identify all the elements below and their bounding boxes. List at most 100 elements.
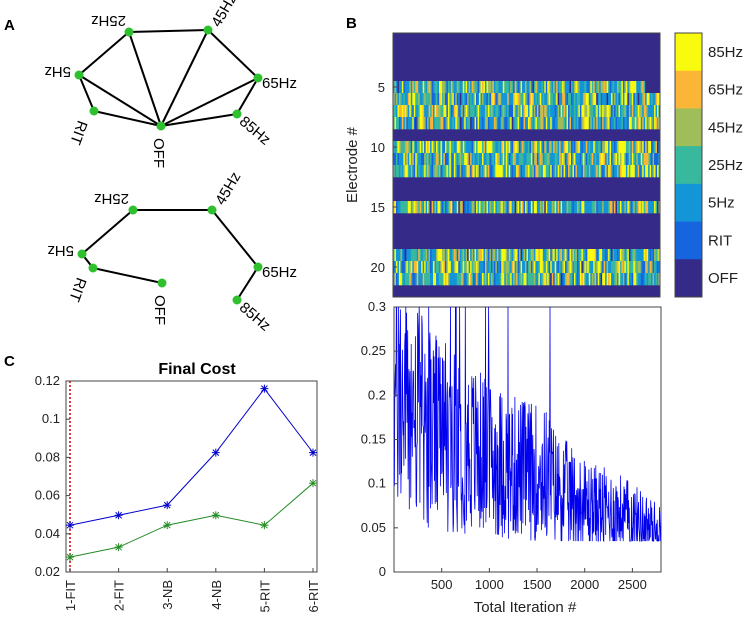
heatmap-cell [490, 117, 493, 130]
heatmap-cell [655, 153, 658, 166]
heatmap-cell [600, 165, 603, 178]
heatmap-cell [642, 273, 644, 286]
graph-node [232, 295, 242, 305]
heatmap-cell [587, 93, 590, 106]
heatmap-cell [533, 249, 536, 262]
heatmap-cell [548, 201, 551, 214]
data-point [211, 511, 220, 520]
heatmap-cell [501, 165, 504, 178]
heatmap-cell [436, 81, 438, 94]
heatmap-cell [588, 153, 591, 166]
heatmap-cell [407, 81, 410, 94]
heatmap-cell [616, 81, 619, 94]
heatmap-cell [593, 141, 596, 154]
heatmap-cell [406, 153, 409, 166]
heatmap-cell [416, 93, 419, 106]
heatmap-cell [541, 165, 544, 178]
heatmap-cell [433, 261, 435, 274]
heatmap-cell [590, 81, 593, 94]
heatmap-cell [630, 141, 633, 154]
heatmap-cell [612, 153, 615, 166]
heatmap-cell [651, 81, 653, 94]
heatmap-cell [639, 273, 642, 286]
heatmap-cell [480, 249, 483, 262]
heatmap-cell [568, 153, 570, 166]
heatmap-cell [553, 81, 555, 94]
graph-node-label: 45Hz [212, 169, 244, 208]
heatmap-cell [419, 141, 422, 154]
heatmap-cell [458, 117, 461, 130]
heatmap-cell [649, 153, 652, 166]
heatmap-cell [433, 81, 435, 94]
heatmap-cell [492, 153, 495, 166]
heatmap-cell [465, 81, 468, 94]
heatmap-cell [568, 273, 570, 286]
heatmap-cell [600, 105, 603, 118]
marker-stroke [115, 511, 122, 519]
heatmap-cell [539, 261, 542, 274]
heatmap-cell [519, 165, 521, 178]
heatmap-cell [492, 273, 495, 286]
heatmap-cell [459, 153, 462, 166]
heatmap-cell [421, 165, 423, 178]
heatmap-cell [444, 141, 447, 154]
heatmap-cell [614, 105, 616, 118]
heatmap-cell [526, 117, 529, 130]
heatmap-cell [526, 201, 529, 214]
heatmap-cell [422, 105, 425, 118]
heatmap-cell [523, 93, 526, 106]
heatmap-cell [462, 141, 465, 154]
heatmap-cell [536, 141, 539, 154]
graph-edge [81, 209, 134, 255]
y-tick-label: 0.08 [35, 449, 60, 464]
heatmap-cell [470, 117, 472, 130]
heatmap-cell [465, 201, 468, 214]
heatmap-cell [401, 141, 404, 154]
heatmap-cell [651, 153, 653, 166]
heatmap-cell [484, 93, 487, 106]
heatmap-cell [519, 117, 521, 130]
colorbar-swatch [675, 33, 702, 72]
heatmap-cell [559, 249, 561, 262]
heatmap-cell [517, 81, 520, 94]
heatmap-cell [404, 153, 407, 166]
heatmap-cell [535, 201, 538, 214]
heatmap-cell [605, 117, 607, 130]
heatmap-cell [560, 249, 563, 262]
final-cost-chart: 0.020.040.060.080.10.121-FIT 2-FIT 3-NB 4-N… [35, 373, 321, 613]
heatmap-cell [464, 105, 466, 118]
heatmap-cell [471, 117, 474, 130]
heatmap-cell [434, 105, 437, 118]
heatmap-cell [547, 81, 550, 94]
heatmap-cell [582, 165, 585, 178]
heatmap-cell [606, 141, 609, 154]
heatmap-cell [455, 249, 458, 262]
heatmap-cell [401, 165, 404, 178]
heatmap-cell [438, 273, 441, 286]
heatmap-cell [527, 153, 530, 166]
heatmap-cell [643, 93, 646, 106]
heatmap-cell [621, 165, 624, 178]
heatmap-cell [502, 261, 505, 274]
heatmap-cell [416, 261, 419, 274]
heatmap-cell [563, 105, 566, 118]
heatmap-cell [409, 165, 412, 178]
heatmap-cell [646, 141, 649, 154]
heatmap-cell [539, 201, 542, 214]
heatmap-cell [482, 201, 484, 214]
heatmap-cell [630, 249, 633, 262]
heatmap-cell [648, 249, 650, 262]
heatmap-cell [538, 165, 541, 178]
heatmap-cell [430, 81, 432, 94]
heatmap-cell [447, 201, 450, 214]
heatmap-cell [514, 261, 517, 274]
heatmap-cell [572, 273, 575, 286]
heatmap-cell [526, 165, 529, 178]
heatmap-cell [575, 165, 578, 178]
heatmap-cell [544, 273, 547, 286]
heatmap-cell [633, 249, 636, 262]
heatmap-cell [525, 81, 527, 94]
heatmap-cell [486, 201, 489, 214]
heatmap-cell [489, 249, 492, 262]
